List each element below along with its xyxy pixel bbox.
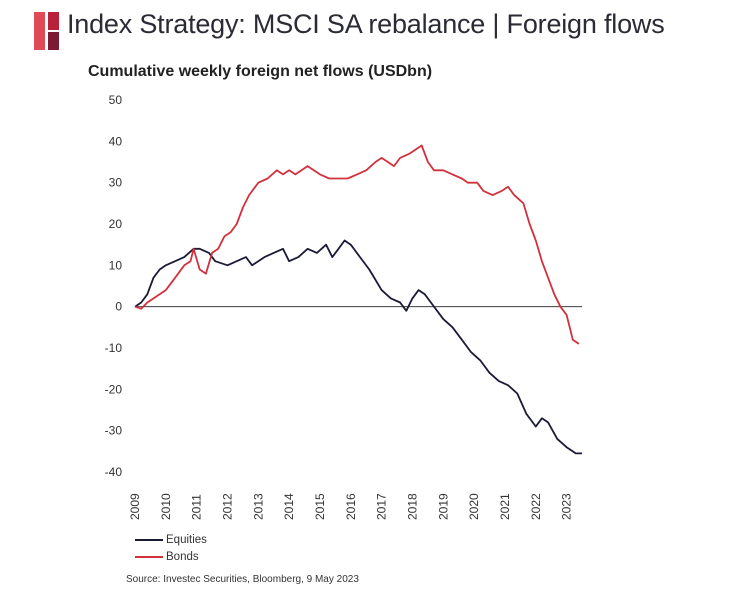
legend-swatch-equities <box>135 538 163 541</box>
x-tick-label: 2021 <box>498 493 512 520</box>
logo-block-left <box>34 12 45 50</box>
x-tick-label: 2019 <box>436 493 450 520</box>
x-tick-label: 2015 <box>313 493 327 520</box>
logo-block-right-bottom <box>48 32 59 50</box>
chart-title: Cumulative weekly foreign net flows (USD… <box>88 63 433 80</box>
y-tick-label: -10 <box>105 341 123 355</box>
y-tick-label: 30 <box>109 176 123 190</box>
y-tick-label: 20 <box>109 217 123 231</box>
legend-item-equities: Equities <box>135 531 207 548</box>
series-line-bonds <box>134 144 580 345</box>
x-tick-label: 2016 <box>344 493 358 520</box>
y-tick-label: -40 <box>105 465 123 479</box>
x-tick-label: 2017 <box>375 493 389 520</box>
x-tick-label: 2012 <box>220 493 234 520</box>
y-tick-label: 10 <box>109 258 123 272</box>
y-tick-label: 40 <box>109 134 123 148</box>
x-tick-label: 2020 <box>467 493 481 520</box>
brand-logo <box>34 12 60 50</box>
x-tick-label: 2018 <box>405 493 419 520</box>
x-tick-label: 2011 <box>190 494 204 520</box>
legend-swatch-bonds <box>135 555 163 558</box>
x-tick-label: 2022 <box>529 493 543 520</box>
x-tick-label: 2013 <box>251 493 265 520</box>
legend-label-bonds: Bonds <box>166 550 199 563</box>
x-tick-label: 2009 <box>128 493 142 520</box>
x-tick-label: 2023 <box>560 493 574 520</box>
source-note: Source: Investec Securities, Bloomberg, … <box>126 574 359 585</box>
x-tick-label: 2010 <box>159 493 173 520</box>
series-line-equities <box>134 239 582 455</box>
y-tick-label: -30 <box>105 424 123 438</box>
y-tick-label: 0 <box>115 300 122 314</box>
logo-block-right-top <box>48 12 59 30</box>
x-tick-label: 2014 <box>282 493 296 520</box>
legend-label-equities: Equities <box>166 533 207 546</box>
y-tick-label: 50 <box>109 93 123 107</box>
y-tick-label: -20 <box>105 382 123 396</box>
page-title: Index Strategy: MSCI SA rebalance | Fore… <box>67 9 665 39</box>
legend-item-bonds: Bonds <box>135 548 207 565</box>
chart-legend: Equities Bonds <box>135 531 207 565</box>
